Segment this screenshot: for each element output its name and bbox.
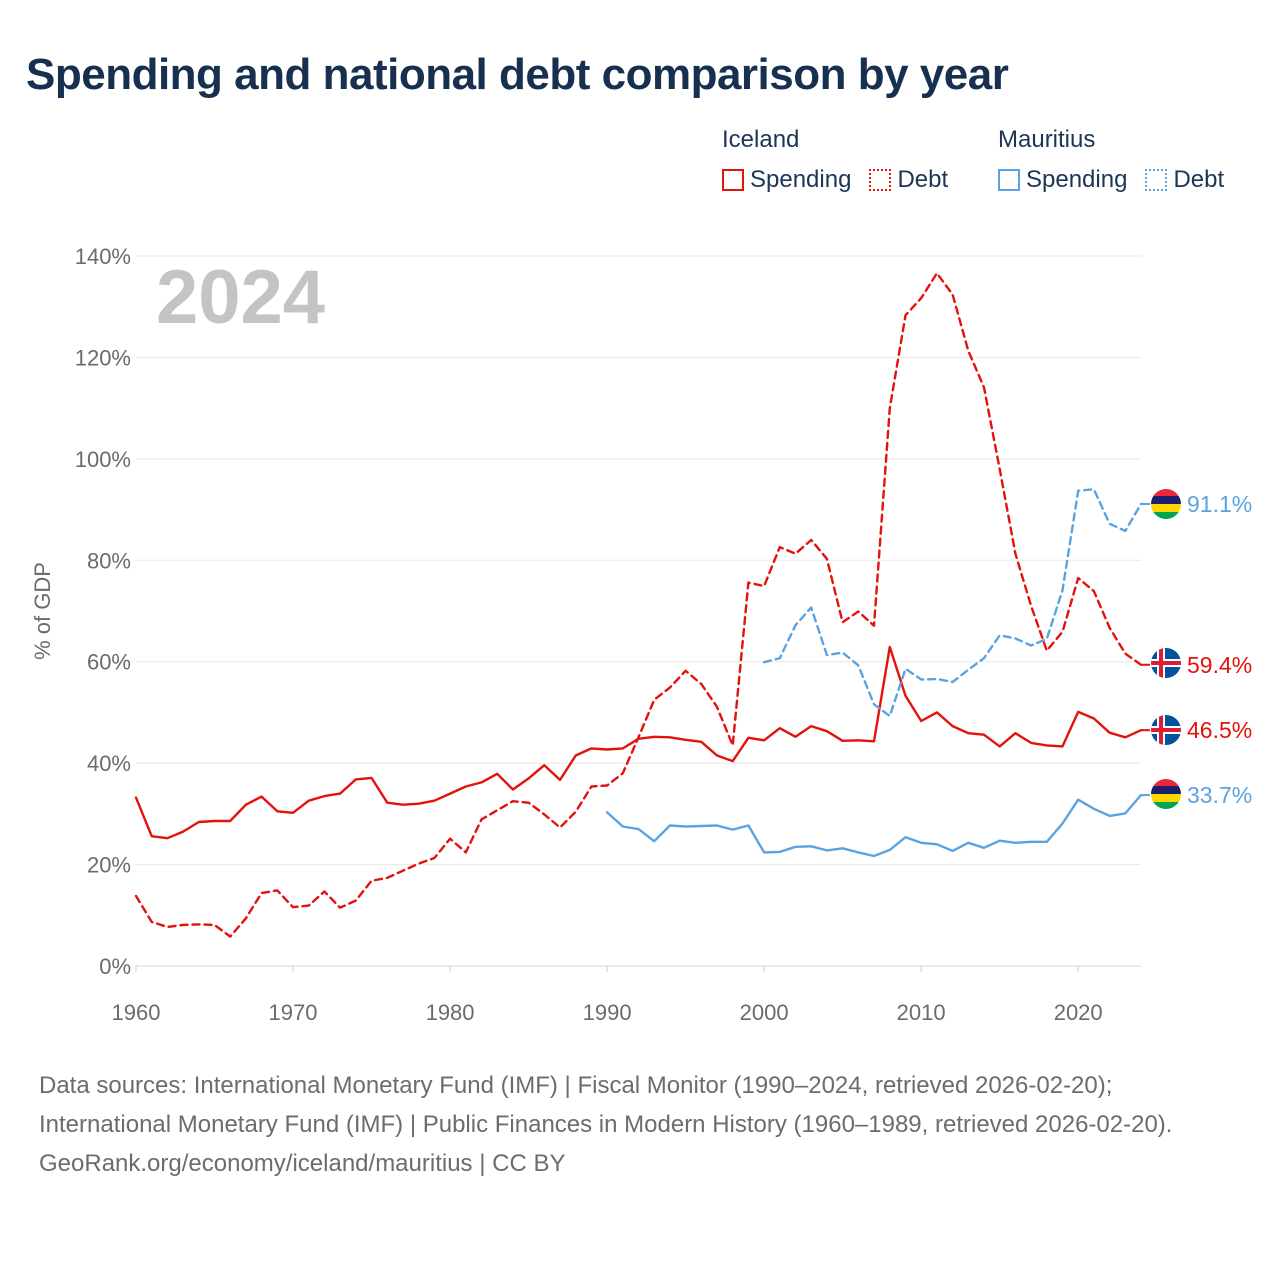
iceland-spending-line[interactable]	[134, 645, 1143, 840]
legend-iceland-spending-label: Spending	[750, 166, 852, 193]
legend-mauritius-spending[interactable]: Spending	[998, 166, 1127, 194]
x-tick-label: 2010	[897, 1000, 946, 1025]
legend-iceland-debt[interactable]: Debt	[869, 166, 948, 194]
mauritius-flag-icon	[1151, 489, 1181, 519]
x-tick-label: 1970	[269, 1000, 318, 1025]
legend-mauritius-title: Mauritius	[998, 126, 1096, 153]
year-watermark: 2024	[156, 255, 325, 340]
y-tick-label: 140%	[75, 244, 131, 269]
mauritius-debt-end-label: 91.1%	[1187, 491, 1252, 517]
legend-mauritius-debt[interactable]: Debt	[1145, 166, 1224, 194]
iceland-spending-end-label: 46.5%	[1187, 717, 1252, 743]
legend-iceland-debt-label: Debt	[897, 166, 949, 193]
y-tick-label: 60%	[87, 650, 131, 675]
y-tick-label: 20%	[87, 853, 131, 878]
legend-iceland-spending[interactable]: Spending	[722, 166, 851, 194]
legend-iceland-title: Iceland	[722, 126, 800, 153]
y-tick-label: 100%	[75, 447, 131, 472]
iceland-debt-line[interactable]	[134, 272, 1143, 938]
x-tick-label: 2000	[740, 1000, 789, 1025]
x-tick-label: 2020	[1054, 1000, 1103, 1025]
legend-mauritius: Mauritius Spending Debt	[998, 124, 1224, 194]
data-sources: Data sources: International Monetary Fun…	[39, 1072, 1173, 1138]
y-tick-label: 120%	[75, 345, 131, 370]
mauritius-flag-icon	[1151, 779, 1181, 809]
line-chart: 0% 20% 40% 60% 80% 100% 120% 140% 1960 1970 1980 19…	[30, 244, 1252, 1025]
legend-mauritius-debt-swatch	[1145, 169, 1168, 191]
legend-iceland: Iceland Spending Debt	[722, 124, 948, 194]
mauritius-spending-line[interactable]	[605, 793, 1143, 858]
y-tick-label: 40%	[87, 751, 131, 776]
iceland-flag-icon	[1151, 648, 1181, 678]
legend-mauritius-spending-swatch	[998, 169, 1020, 191]
credit-link[interactable]: GeoRank.org/economy/iceland/mauritius | …	[39, 1150, 566, 1177]
legend-iceland-spending-swatch	[722, 169, 744, 191]
y-axis-label: % of GDP	[30, 562, 55, 660]
legend-iceland-debt-swatch	[869, 169, 892, 191]
iceland-debt-end-label: 59.4%	[1187, 652, 1252, 678]
footer: Data sources: International Monetary Fun…	[39, 1066, 1239, 1183]
legend-mauritius-debt-label: Debt	[1173, 166, 1225, 193]
y-tick-label: 80%	[87, 548, 131, 573]
x-tick-label: 1990	[583, 1000, 632, 1025]
x-tick-label: 1980	[426, 1000, 475, 1025]
mauritius-debt-line[interactable]	[762, 488, 1143, 718]
iceland-flag-icon	[1151, 715, 1181, 745]
x-tick-label: 1960	[112, 1000, 161, 1025]
legend-mauritius-spending-label: Spending	[1026, 166, 1128, 193]
y-tick-label: 0%	[99, 954, 131, 979]
chart-title: Spending and national debt comparison by…	[26, 50, 1009, 99]
mauritius-spending-end-label: 33.7%	[1187, 782, 1252, 808]
